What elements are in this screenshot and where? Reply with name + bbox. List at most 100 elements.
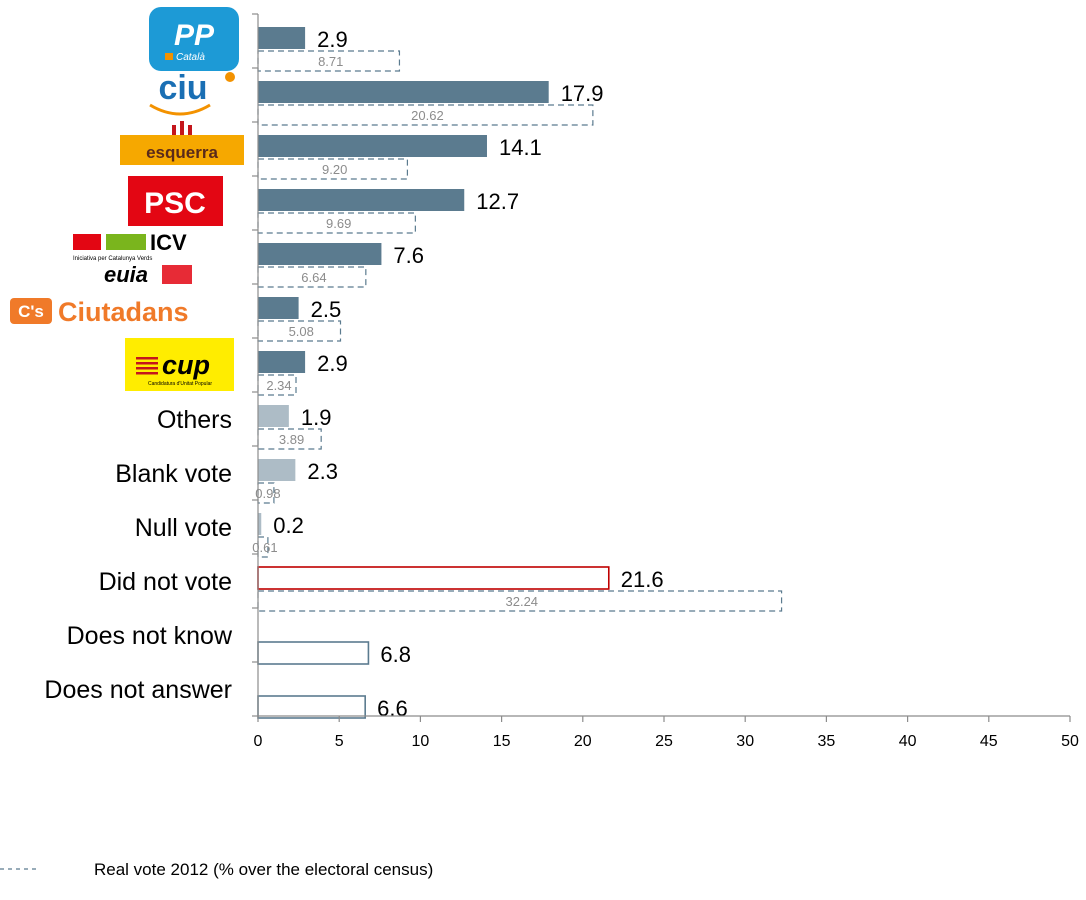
bar-real-vote-9 xyxy=(257,536,269,558)
bar-current-7 xyxy=(258,405,289,427)
bar-label-real-vote-10: 32.24 xyxy=(506,594,539,609)
bar-real-vote-10 xyxy=(257,590,783,612)
esquerra-logo-flag xyxy=(188,125,192,135)
psc-logo: PSC xyxy=(128,176,223,226)
cup-logo-text: cup xyxy=(162,350,210,380)
bar-label-real-vote-9: 0.61 xyxy=(252,540,277,555)
bar-label-real-vote-6: 2.34 xyxy=(266,378,291,393)
x-tick-label: 50 xyxy=(1061,733,1079,750)
icv-logo-block xyxy=(106,234,146,250)
bar-current-6 xyxy=(258,351,306,373)
bar-real-vote-7 xyxy=(257,428,322,450)
category-label-8: Blank vote xyxy=(115,460,232,488)
bar-current-9 xyxy=(258,513,262,535)
cup-logo-stripe xyxy=(136,367,158,370)
ciu-logo: ciu xyxy=(149,69,235,116)
bar-current-11 xyxy=(257,641,370,665)
bar-current-12 xyxy=(257,695,366,719)
psc-logo-text: PSC xyxy=(144,187,206,220)
x-tick-label: 15 xyxy=(493,733,511,750)
bars: 2.9 8.71 17.9 20.62 14.1 9.20 12.7 9.69 7.6 6.64 2… xyxy=(252,27,783,721)
x-tick-label: 10 xyxy=(412,733,430,750)
ciu-logo-smile xyxy=(149,103,211,116)
bar-label-current-3: 12.7 xyxy=(476,189,519,214)
bar-current-4 xyxy=(258,243,382,265)
category-labels: Others Blank vote Null vote Did not vote Doe… xyxy=(44,406,233,704)
bar-label-real-vote-8: 0.98 xyxy=(255,486,280,501)
bar-label-current-1: 17.9 xyxy=(561,81,604,106)
bar-label-current-10: 21.6 xyxy=(621,567,664,592)
bar-label-real-vote-2: 9.20 xyxy=(322,162,347,177)
bar-label-real-vote-5: 5.08 xyxy=(289,324,314,339)
bar-label-real-vote-4: 6.64 xyxy=(301,270,326,285)
esquerra-logo-flag xyxy=(172,125,176,135)
bar-current-0 xyxy=(258,27,306,49)
bar-label-real-vote-0: 8.71 xyxy=(318,54,343,69)
x-tick-label: 45 xyxy=(980,733,998,750)
category-label-11: Does not know xyxy=(67,622,233,650)
euia-logo-text: euia xyxy=(104,262,148,287)
bar-label-real-vote-7: 3.89 xyxy=(279,432,304,447)
x-tick-label: 0 xyxy=(254,733,263,750)
x-tick-label: 25 xyxy=(655,733,673,750)
psc-logo-background xyxy=(128,176,223,226)
esquerra-logo-text: esquerra xyxy=(146,143,218,162)
pp-logo-text: PP xyxy=(174,19,215,52)
x-tick-label: 30 xyxy=(736,733,754,750)
category-label-9: Null vote xyxy=(135,514,232,542)
x-tick-label: 5 xyxy=(335,733,344,750)
pp-logo-accent xyxy=(165,53,173,60)
bar-label-current-8: 2.3 xyxy=(307,459,338,484)
bar-label-current-2: 14.1 xyxy=(499,135,542,160)
bar-current-10 xyxy=(257,566,610,590)
bar-current-8 xyxy=(258,459,296,481)
bar-label-current-7: 1.9 xyxy=(301,405,332,430)
category-label-7: Others xyxy=(157,406,232,434)
ciutadans-logo-text: Ciutadans xyxy=(58,297,189,327)
x-tick-label: 40 xyxy=(899,733,917,750)
bar-label-real-vote-1: 20.62 xyxy=(411,108,444,123)
category-label-10: Did not vote xyxy=(99,568,232,596)
category-label-12: Does not answer xyxy=(44,676,232,704)
bar-label-current-9: 0.2 xyxy=(273,513,304,538)
icv-logo-text: ICV xyxy=(150,230,187,255)
bar-current-2 xyxy=(258,135,487,157)
bar-label-current-4: 7.6 xyxy=(393,243,424,268)
ciutadans-logo-badge-text: C's xyxy=(18,302,44,321)
cup-logo-stripe xyxy=(136,357,158,360)
esquerra-logo-background xyxy=(120,135,244,165)
bar-real-vote-1 xyxy=(257,104,594,126)
legend: Real vote 2012 (% over the electoral cen… xyxy=(0,860,433,879)
legend-label-real-vote: Real vote 2012 (% over the electoral cen… xyxy=(94,860,433,879)
bar-label-current-11: 6.8 xyxy=(380,642,411,667)
bar-current-1 xyxy=(258,81,549,103)
cup-logo-subtext: Candidatura d'Unitat Popular xyxy=(148,381,212,387)
axes: 0 5 10 15 20 25 30 35 40 45 50 xyxy=(252,13,1079,750)
pp-logo-subtext: Català xyxy=(176,52,205,63)
ciutadans-logo: C's Ciutadans xyxy=(10,297,189,327)
ciutadans-logo-badge xyxy=(10,298,52,324)
cup-logo-stripe xyxy=(136,372,158,375)
bar-real-vote-2 xyxy=(257,158,409,180)
esquerra-logo: esquerra xyxy=(120,121,244,165)
bar-current-3 xyxy=(258,189,465,211)
bar-current-5 xyxy=(258,297,299,319)
x-tick-label: 20 xyxy=(574,733,592,750)
bar-label-current-0: 2.9 xyxy=(317,27,348,52)
esquerra-logo-flag xyxy=(180,121,184,135)
icv-logo-block xyxy=(73,234,101,250)
bar-label-real-vote-3: 9.69 xyxy=(326,216,351,231)
bar-label-current-5: 2.5 xyxy=(311,297,342,322)
icv-logo-subtext: Iniciativa per Catalunya Verds xyxy=(73,256,152,262)
cup-logo-stripe xyxy=(136,362,158,365)
ciu-logo-dot xyxy=(225,72,235,82)
x-tick-label: 35 xyxy=(818,733,836,750)
bar-label-current-12: 6.6 xyxy=(377,696,408,721)
euia-logo-block xyxy=(162,265,192,284)
ciu-logo-text: ciu xyxy=(158,69,207,107)
